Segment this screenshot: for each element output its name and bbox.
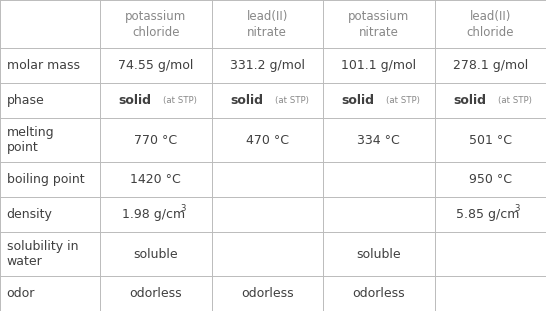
Text: 1420 °C: 1420 °C xyxy=(130,173,181,186)
Text: odorless: odorless xyxy=(241,287,294,300)
Text: 770 °C: 770 °C xyxy=(134,134,177,146)
Text: 74.55 g/mol: 74.55 g/mol xyxy=(118,59,193,72)
Text: melting
point: melting point xyxy=(7,126,54,154)
Text: 278.1 g/mol: 278.1 g/mol xyxy=(453,59,528,72)
Text: lead(II)
nitrate: lead(II) nitrate xyxy=(247,10,288,39)
Text: 334 °C: 334 °C xyxy=(358,134,400,146)
Text: solid: solid xyxy=(118,94,152,107)
Text: 470 °C: 470 °C xyxy=(246,134,289,146)
Text: 331.2 g/mol: 331.2 g/mol xyxy=(230,59,305,72)
Text: solid: solid xyxy=(230,94,263,107)
Text: 950 °C: 950 °C xyxy=(469,173,512,186)
Text: 1.98 g/cm: 1.98 g/cm xyxy=(122,208,185,221)
Text: molar mass: molar mass xyxy=(7,59,80,72)
Text: 501 °C: 501 °C xyxy=(469,134,512,146)
Text: 5.85 g/cm: 5.85 g/cm xyxy=(456,208,519,221)
Text: (at STP): (at STP) xyxy=(275,96,309,105)
Text: (at STP): (at STP) xyxy=(498,96,532,105)
Text: phase: phase xyxy=(7,94,44,107)
Text: 101.1 g/mol: 101.1 g/mol xyxy=(341,59,417,72)
Text: solid: solid xyxy=(453,94,486,107)
Text: (at STP): (at STP) xyxy=(163,96,197,105)
Text: 3: 3 xyxy=(180,204,186,213)
Text: boiling point: boiling point xyxy=(7,173,84,186)
Text: potassium
chloride: potassium chloride xyxy=(125,10,186,39)
Text: density: density xyxy=(7,208,52,221)
Text: lead(II)
chloride: lead(II) chloride xyxy=(466,10,514,39)
Text: soluble: soluble xyxy=(133,248,178,261)
Text: 3: 3 xyxy=(515,204,520,213)
Text: solid: solid xyxy=(341,94,375,107)
Text: odorless: odorless xyxy=(353,287,405,300)
Text: odorless: odorless xyxy=(129,287,182,300)
Text: odor: odor xyxy=(7,287,35,300)
Text: (at STP): (at STP) xyxy=(387,96,420,105)
Text: potassium
nitrate: potassium nitrate xyxy=(348,10,410,39)
Text: soluble: soluble xyxy=(357,248,401,261)
Text: solubility in
water: solubility in water xyxy=(7,240,78,268)
